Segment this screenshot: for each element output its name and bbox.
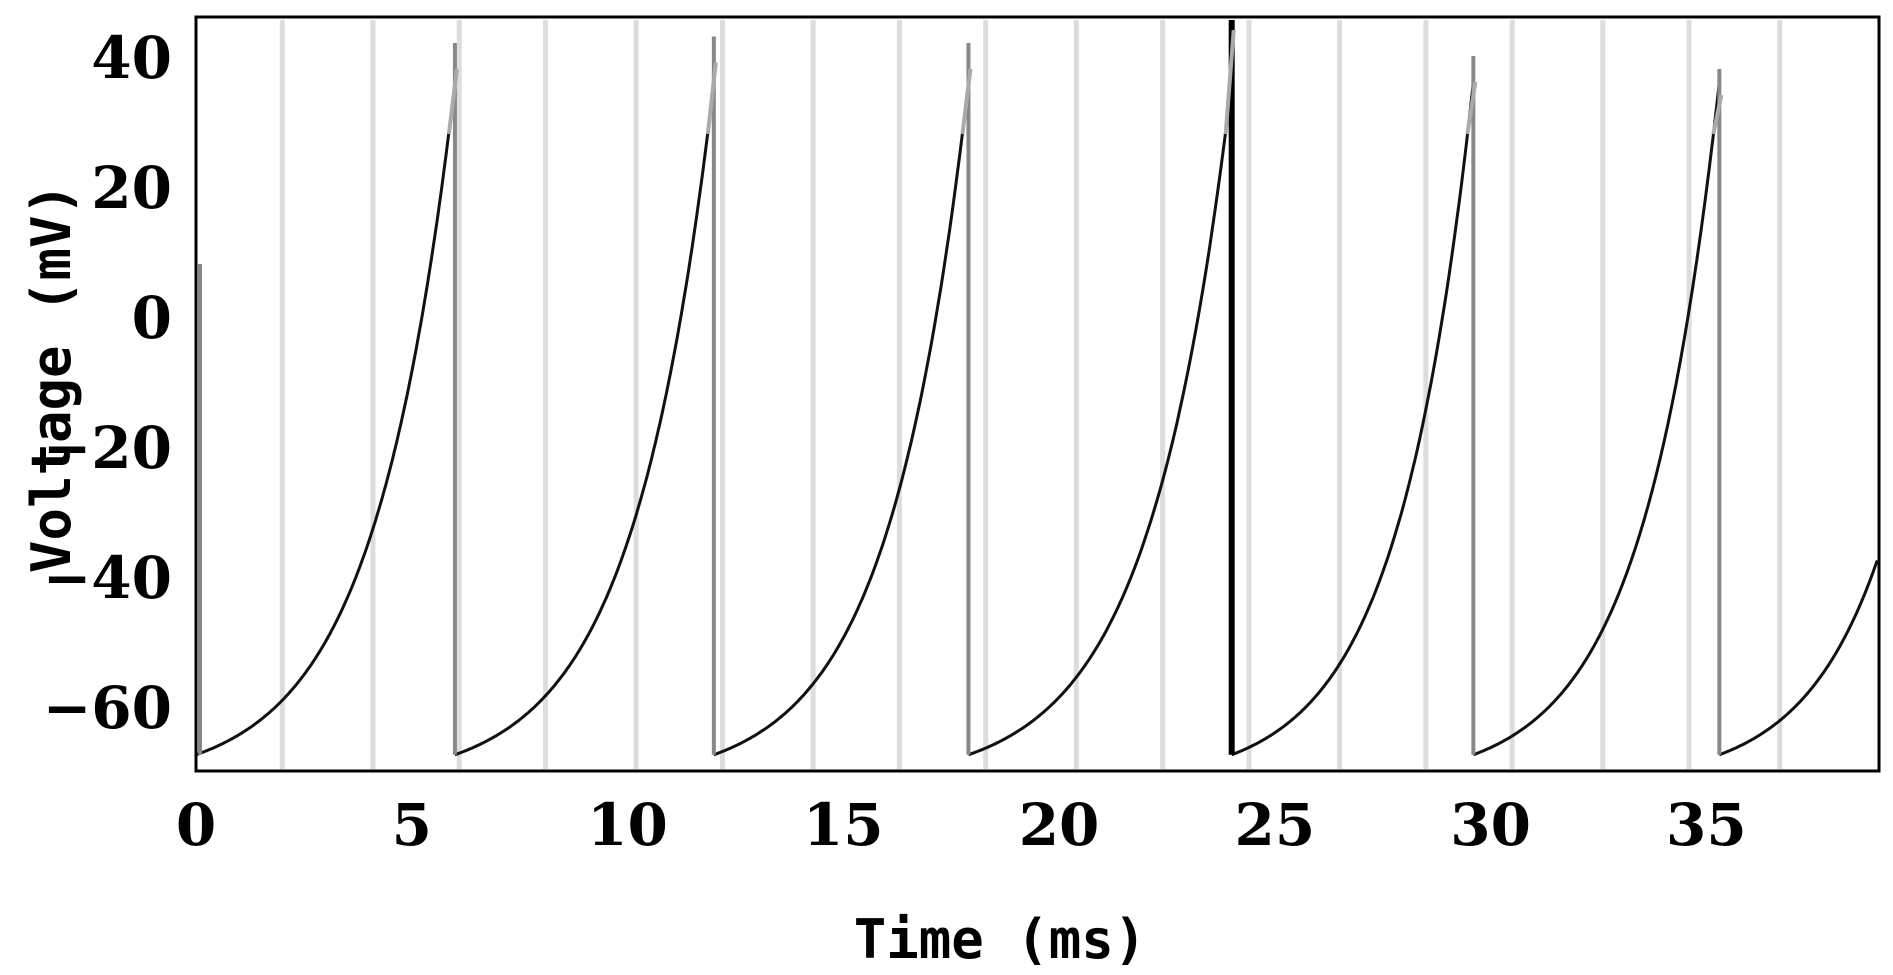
x-tick-label: 35 (1666, 791, 1747, 859)
trace-segment (1472, 81, 1721, 757)
voltage-trace (195, 20, 1879, 757)
y-axis-ticks: −60 −40 −20 0 20 40 (43, 24, 172, 742)
x-tick-label: 25 (1234, 791, 1315, 859)
spike-upstroke (960, 68, 973, 135)
y-tick-label: 20 (91, 154, 172, 222)
spike-upstroke (1223, 29, 1236, 135)
event-markers (279, 20, 1783, 769)
y-tick-label: −20 (43, 414, 172, 482)
trace-segment (967, 81, 1234, 757)
spike-upstroke (705, 62, 718, 135)
trace-segment (713, 81, 970, 757)
x-tick-label: 20 (1019, 791, 1100, 859)
trace-segment (195, 81, 457, 757)
spike-upstroke (1711, 94, 1724, 135)
y-axis-title: Voltage (mV) (20, 183, 83, 573)
x-axis-ticks: 0 5 10 15 20 25 30 35 (176, 791, 1747, 859)
x-tick-label: 10 (587, 791, 668, 859)
x-tick-label: 30 (1450, 791, 1531, 859)
y-tick-label: 40 (91, 24, 172, 92)
spike-upstroke (446, 68, 459, 135)
trace-segment (1718, 559, 1879, 757)
plot-frame (194, 15, 1881, 773)
x-tick-label: 5 (392, 791, 432, 859)
x-tick-label: 0 (176, 791, 216, 859)
y-tick-label: −60 (43, 674, 172, 742)
y-tick-label: 0 (132, 284, 172, 352)
x-axis-title: Time (ms) (854, 908, 1147, 971)
trace-segment (1231, 81, 1475, 757)
x-tick-label: 15 (803, 791, 884, 859)
trace-segment (454, 81, 716, 757)
y-tick-label: −40 (43, 544, 172, 612)
spike-upstroke (1465, 81, 1478, 135)
